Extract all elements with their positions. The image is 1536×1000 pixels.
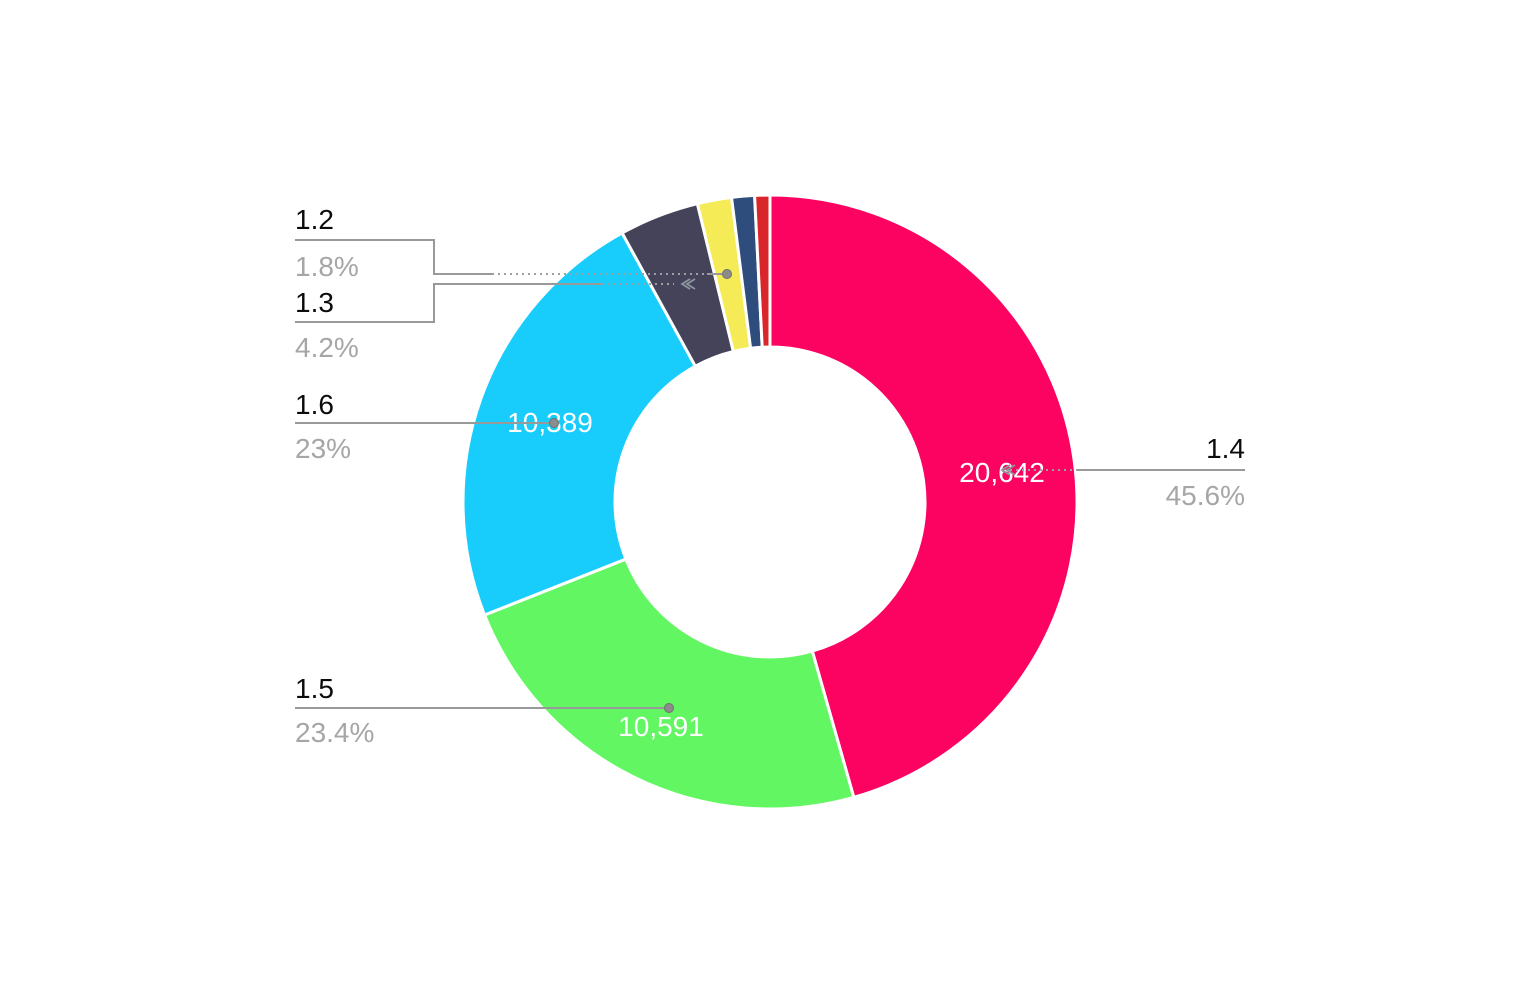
callout-chevron-left-icon (1000, 464, 1016, 476)
slice-percent-label-1.2: 1.8% (295, 251, 359, 282)
callout-line-1.2 (295, 239, 492, 275)
value-label-1.5: 10,591 (618, 711, 704, 742)
slice-percent-label-1.4: 45.6% (1166, 480, 1245, 511)
slice-1.5[interactable] (483, 557, 856, 811)
slice-1.4[interactable] (768, 193, 1079, 799)
callout-chevron-left-icon (680, 278, 696, 290)
slice-name-label-1.3: 1.3 (295, 287, 334, 318)
callout-dot-icon (722, 269, 732, 279)
slice-percent-label-1.5: 23.4% (295, 717, 374, 748)
slice-name-label-1.5: 1.5 (295, 673, 334, 704)
slice-name-label-1.2: 1.2 (295, 204, 334, 235)
slice-small-6[interactable] (753, 193, 772, 349)
slice-percent-label-1.6: 23% (295, 433, 351, 464)
value-label-1.4: 20,642 (959, 457, 1045, 488)
slice-name-label-1.4: 1.4 (1206, 433, 1245, 464)
slice-name-label-1.6: 1.6 (295, 389, 334, 420)
callout-dot-icon (664, 703, 674, 713)
slice-1.6[interactable] (461, 231, 697, 617)
callout-dot-icon (549, 418, 559, 428)
callout-line-1.3 (295, 283, 601, 323)
slice-percent-label-1.3: 4.2% (295, 332, 359, 363)
